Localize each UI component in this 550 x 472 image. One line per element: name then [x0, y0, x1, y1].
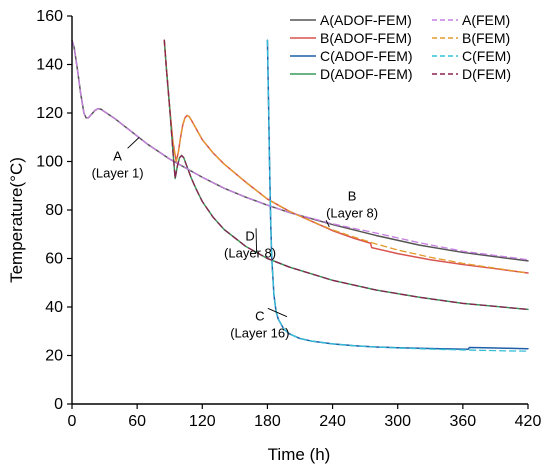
- series-group: [71, 39, 529, 352]
- annotation-c-line-2: (Layer 16): [230, 325, 289, 340]
- y-axis-title: Temperature(°C): [7, 157, 26, 283]
- y-tick-label: 100: [36, 154, 63, 171]
- x-tick-label: 420: [515, 413, 542, 430]
- series-line-b-fem: [163, 39, 529, 274]
- y-tick-label: 140: [36, 57, 63, 74]
- legend-item: A(FEM): [432, 12, 510, 28]
- legend-label: C(FEM): [462, 48, 511, 64]
- annotation-a-line-2: (Layer 1): [92, 165, 144, 180]
- legend-item: B(ADOF-FEM): [290, 30, 412, 46]
- y-tick-label: 160: [36, 8, 63, 25]
- y-tick-label: 60: [45, 251, 63, 268]
- y-tick-label: 80: [45, 202, 63, 219]
- x-tick-label: 360: [450, 413, 477, 430]
- annotation-d-leader: [255, 228, 258, 253]
- legend-item: B(FEM): [432, 30, 510, 46]
- annotation-d: D (Layer 8): [224, 228, 276, 260]
- legend-item: C(ADOF-FEM): [290, 48, 413, 64]
- axes-group: 0 60 120 180 240 300 360 420 0 20 40 60 80 100 120 140 1…: [36, 8, 541, 430]
- y-tick-label: 0: [54, 396, 63, 413]
- legend-item: D(ADOF-FEM): [290, 66, 413, 82]
- y-tick-label: 120: [36, 105, 63, 122]
- annotation-b: B (Layer 8): [325, 188, 378, 228]
- legend-label: C(ADOF-FEM): [320, 48, 413, 64]
- legend-item: C(FEM): [432, 48, 511, 64]
- y-tick-label: 40: [45, 299, 63, 316]
- series-line-a-fem: [71, 39, 529, 261]
- annotation-c-line-1: C: [255, 308, 264, 323]
- x-tick-label: 0: [68, 413, 77, 430]
- annotation-a-line-1: A: [113, 148, 122, 163]
- annotation-group: A (Layer 1) B (Layer 8) D (Layer 8) C (Layer 16…: [92, 136, 378, 340]
- annotation-c-leader: [267, 307, 288, 318]
- annotation-b-line-2: (Layer 8): [326, 205, 378, 220]
- annotation-c: C (Layer 16): [230, 307, 289, 340]
- annotation-b-line-1: B: [348, 188, 357, 203]
- x-tick-label: 240: [319, 413, 346, 430]
- y-tick-label: 20: [45, 348, 63, 365]
- annotation-a-leader: [127, 136, 140, 149]
- annotation-d-line-2: (Layer 8): [224, 245, 276, 260]
- annotation-b-leader: [325, 220, 330, 228]
- annotation-a: A (Layer 1): [92, 136, 144, 180]
- x-tick-label: 300: [384, 413, 411, 430]
- legend-label: B(ADOF-FEM): [320, 30, 412, 46]
- series-line-c-fem: [266, 39, 529, 352]
- legend-label: B(FEM): [462, 30, 510, 46]
- legend-label: D(FEM): [462, 66, 511, 82]
- legend-label: D(ADOF-FEM): [320, 66, 413, 82]
- legend-label: A(FEM): [462, 12, 510, 28]
- x-axis-title: Time (h): [268, 445, 331, 464]
- series-line-d-fem: [163, 39, 529, 311]
- legend: A(ADOF-FEM) B(ADOF-FEM) C(ADOF-FEM) D(ADOF-…: [290, 12, 511, 82]
- x-tick-label: 120: [189, 413, 216, 430]
- legend-label: A(ADOF-FEM): [320, 12, 412, 28]
- x-tick-label: 180: [254, 413, 281, 430]
- plot-background: [72, 16, 528, 404]
- plot-area: [72, 16, 528, 404]
- legend-item: D(FEM): [432, 66, 511, 82]
- legend-item: A(ADOF-FEM): [290, 12, 412, 28]
- x-tick-label: 60: [128, 413, 146, 430]
- annotation-d-line-1: D: [245, 228, 254, 243]
